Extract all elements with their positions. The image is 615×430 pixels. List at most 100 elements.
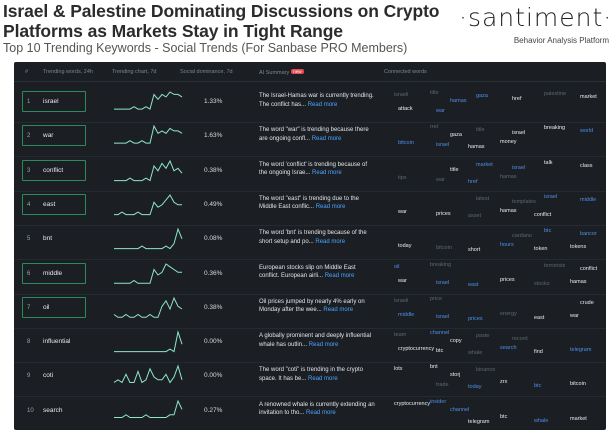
keyword-link[interactable]: search <box>43 406 63 414</box>
connected-word[interactable]: middle <box>398 311 415 318</box>
connected-word[interactable]: east <box>468 281 479 288</box>
connected-word[interactable]: title <box>450 166 459 173</box>
table-row[interactable]: 5 bnt 0.08% The word 'bnt' is trending beca… <box>14 223 606 261</box>
connected-word[interactable]: tokens <box>570 244 587 251</box>
connected-word[interactable]: token <box>534 246 548 253</box>
read-more-link[interactable]: Read more <box>306 410 336 417</box>
connected-word[interactable]: conflict <box>534 211 552 218</box>
table-row[interactable]: 3 conflict 0.38% The word 'conflict' is tre… <box>14 155 606 192</box>
col-social-dominance[interactable]: Social dominance, 7d <box>180 69 233 75</box>
connected-word[interactable]: telegram <box>468 418 490 425</box>
keyword-link[interactable]: war <box>43 132 54 140</box>
connected-word[interactable]: channel <box>430 330 450 337</box>
read-more-link[interactable]: Read more <box>308 341 339 348</box>
connected-word[interactable]: war <box>398 208 407 215</box>
connected-word[interactable]: prices <box>436 210 451 217</box>
connected-word[interactable]: record <box>512 336 528 343</box>
connected-word[interactable]: bitcoin <box>436 245 452 252</box>
connected-word[interactable]: talk <box>544 159 553 166</box>
connected-word[interactable]: israel <box>436 313 450 320</box>
table-row[interactable]: 10 search 0.27% A renowned whale is current… <box>14 395 606 430</box>
connected-word[interactable]: israel <box>512 164 526 171</box>
connected-word[interactable]: href <box>468 178 478 185</box>
connected-word[interactable]: east <box>534 314 545 321</box>
connected-word[interactable]: href <box>512 96 522 102</box>
connected-word[interactable]: israel <box>436 279 450 286</box>
table-row[interactable]: 2 war 1.63% The word "war" is trending beca… <box>14 120 606 158</box>
connected-word[interactable]: whale <box>534 417 549 424</box>
keyword-link[interactable]: east <box>43 200 56 208</box>
connected-word[interactable]: trade <box>436 382 449 389</box>
table-row[interactable]: 4 east 0.49% The word "east" is trending du… <box>14 189 606 226</box>
keyword-link[interactable]: conflict <box>43 166 64 174</box>
connected-word[interactable]: team <box>394 332 407 339</box>
connected-word[interactable]: bitcoin <box>398 140 414 147</box>
connected-word[interactable]: title <box>476 127 485 134</box>
connected-word[interactable]: cryptocurrency <box>398 346 435 353</box>
connected-word[interactable]: hamas <box>500 207 517 214</box>
connected-word[interactable]: israeli <box>394 92 409 98</box>
table-row[interactable]: 8 influential 0.00% A globally prominent an… <box>14 326 606 364</box>
read-more-link[interactable]: Read more <box>315 204 346 211</box>
connected-word[interactable]: prices <box>500 276 515 283</box>
connected-word[interactable]: today <box>398 243 412 250</box>
connected-word[interactable]: paste <box>476 333 490 340</box>
connected-word[interactable]: stocks <box>534 280 550 287</box>
connected-word[interactable]: rrel <box>430 124 438 131</box>
keyword-link[interactable]: influential <box>43 338 71 346</box>
connected-word[interactable]: market <box>570 415 587 422</box>
connected-word[interactable]: bitcoin <box>570 381 586 388</box>
connected-word[interactable]: prices <box>468 315 483 322</box>
connected-word[interactable]: market <box>476 161 493 168</box>
connected-word[interactable]: templates <box>512 198 536 205</box>
connected-word[interactable]: copy <box>450 338 462 345</box>
connected-word[interactable]: storj <box>450 372 461 379</box>
table-row[interactable]: 9 coti 0.00% The word "coti" is trending in… <box>14 360 606 398</box>
connected-word[interactable]: lotx <box>394 366 403 373</box>
table-row[interactable]: 7 oil 0.38% Oil prices jumped by nearly 4% … <box>14 292 606 329</box>
connected-word[interactable]: breaking <box>430 261 452 268</box>
read-more-link[interactable]: Read more <box>307 101 338 108</box>
connected-word[interactable]: asset <box>468 212 482 219</box>
connected-word[interactable]: palestine <box>544 91 567 97</box>
connected-word[interactable]: energy <box>500 310 517 317</box>
read-more-link[interactable]: Read more <box>323 307 354 314</box>
read-more-link[interactable]: Read more <box>324 273 355 280</box>
connected-word[interactable]: btc <box>534 383 542 390</box>
read-more-link[interactable]: Read more <box>312 170 342 177</box>
connected-word[interactable]: search <box>500 345 517 352</box>
connected-word[interactable]: zrx <box>500 379 508 386</box>
connected-word[interactable]: attack <box>398 106 413 112</box>
connected-word[interactable]: class <box>580 162 593 169</box>
connected-word[interactable]: latest <box>476 195 490 202</box>
col-trending-words[interactable]: Trending words, 24h <box>43 69 93 75</box>
connected-word[interactable]: btc <box>436 348 444 355</box>
connected-word[interactable]: gaza <box>450 132 462 139</box>
connected-word[interactable]: bancor <box>580 231 597 238</box>
connected-word[interactable]: war <box>398 277 407 284</box>
connected-word[interactable]: hours <box>500 242 514 249</box>
connected-word[interactable]: israeli <box>394 297 409 304</box>
connected-word[interactable]: whale <box>468 350 483 357</box>
connected-word[interactable]: war <box>570 312 579 319</box>
connected-word[interactable]: short <box>468 247 481 254</box>
connected-word[interactable]: gaza <box>476 93 488 99</box>
connected-word[interactable]: hamas <box>570 278 587 285</box>
read-more-link[interactable]: Read more <box>311 135 342 142</box>
connected-word[interactable]: israel <box>512 130 526 137</box>
connected-word[interactable]: cardano <box>512 233 532 240</box>
keyword-link[interactable]: coti <box>43 372 54 380</box>
connected-word[interactable]: war <box>436 108 445 114</box>
connected-word[interactable]: cryptocurrency <box>394 400 431 407</box>
table-row[interactable]: 1 israel 1.33% The Israel-Hamas war is curr… <box>14 86 606 123</box>
connected-word[interactable]: hamas <box>468 144 485 151</box>
connected-word[interactable]: crude <box>580 299 594 306</box>
connected-word[interactable]: hamas <box>500 173 517 180</box>
keyword-link[interactable]: middle <box>43 269 63 277</box>
connected-word[interactable]: breaking <box>544 125 566 132</box>
connected-word[interactable]: market <box>580 94 597 100</box>
connected-word[interactable]: terrorists <box>544 262 566 269</box>
connected-word[interactable]: btc <box>544 228 552 235</box>
connected-word[interactable]: price <box>430 295 442 302</box>
connected-word[interactable]: conflict <box>580 265 598 272</box>
